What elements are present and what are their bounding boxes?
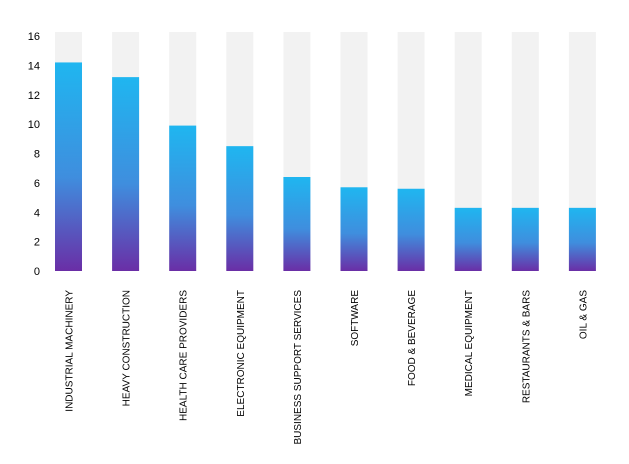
x-tick-label: INDUSTRIAL MACHINERY [65, 290, 76, 412]
x-tick-label: OIL & GAS [578, 290, 589, 339]
x-tick-label: RESTAURANTS & BARS [521, 290, 532, 403]
bar[interactable] [397, 188, 425, 271]
x-tick-label: HEAVY CONSTRUCTION [122, 290, 133, 406]
bar[interactable] [112, 77, 140, 271]
y-tick-label: 16 [28, 31, 40, 43]
x-tick-label: SOFTWARE [350, 290, 361, 347]
x-tick-label: HEALTH CARE PROVIDERS [179, 290, 190, 421]
bar[interactable] [55, 62, 82, 271]
x-tick-label: ELECTRONIC EQUIPMENT [236, 290, 247, 417]
bar[interactable] [283, 177, 311, 271]
y-tick-label: 2 [34, 237, 40, 249]
x-tick-label: FOOD & BEVERAGE [407, 290, 418, 386]
data-bars [55, 62, 596, 271]
y-axis: 0 2 4 6 8 10 12 14 16 [28, 31, 40, 278]
x-tick-label: MEDICAL EQUIPMENT [464, 290, 475, 396]
bar[interactable] [454, 207, 482, 271]
bar[interactable] [511, 207, 539, 271]
y-tick-label: 14 [28, 60, 40, 72]
x-tick-label: BUSINESS SUPPORT SERVICES [293, 290, 304, 445]
x-axis: INDUSTRIAL MACHINERY HEAVY CONSTRUCTION HE… [65, 290, 590, 445]
bar[interactable] [226, 146, 254, 271]
y-tick-label: 4 [34, 207, 40, 219]
bar[interactable] [340, 187, 368, 271]
y-tick-label: 12 [28, 90, 40, 102]
y-tick-label: 10 [28, 119, 40, 131]
y-tick-label: 6 [34, 178, 40, 190]
bar[interactable] [568, 207, 596, 271]
bar[interactable] [169, 125, 197, 271]
y-tick-label: 8 [34, 149, 40, 161]
y-tick-label: 0 [34, 266, 40, 278]
